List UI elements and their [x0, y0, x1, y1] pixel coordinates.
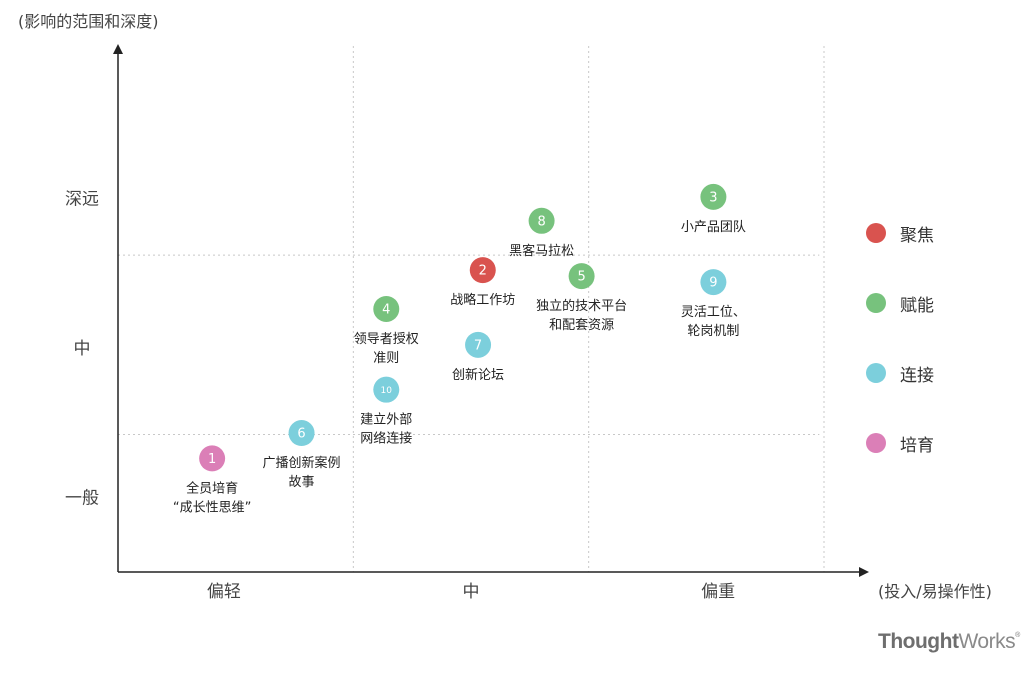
legend-label-empower: 赋能	[900, 295, 934, 316]
point-label: 故事	[289, 475, 315, 490]
point-label: 准则	[373, 351, 399, 366]
point-marker	[700, 183, 727, 210]
point-label: 独立的技术平台	[536, 298, 627, 314]
point-label: 轮岗机制	[687, 324, 739, 339]
point-marker	[199, 445, 226, 472]
point-label: 小产品团队	[681, 220, 746, 235]
x-tick-label: 偏轻	[207, 582, 241, 602]
point-number: 7	[474, 338, 482, 353]
data-point-1: 1 全员培育 “成长性思维”	[173, 445, 251, 515]
point-marker	[465, 331, 492, 358]
point-marker	[568, 263, 595, 290]
legend-dot-focus	[866, 223, 886, 243]
data-point-3: 3 小产品团队	[681, 183, 746, 235]
point-label: 和配套资源	[549, 317, 614, 333]
legend-item-empower: 赋能	[866, 268, 934, 338]
point-number: 1	[208, 452, 216, 467]
x-axis-title: (投入/易操作性)	[878, 582, 992, 601]
legend-item-focus: 聚焦	[866, 198, 934, 268]
point-label: “成长性思维”	[173, 500, 251, 515]
legend: 聚焦 赋能 连接 培育	[866, 198, 934, 478]
x-tick-label: 偏重	[701, 582, 735, 602]
point-number: 3	[709, 190, 717, 205]
x-tick-label: 中	[463, 582, 480, 602]
brand-logo-part1: Thought	[878, 630, 959, 653]
legend-label-nurture: 培育	[900, 435, 934, 456]
data-point-9: 9 灵活工位、轮岗机制	[681, 269, 746, 339]
data-point-7: 7 创新论坛	[452, 331, 504, 383]
point-marker	[373, 376, 400, 403]
legend-dot-nurture	[866, 433, 886, 453]
data-point-2: 2 战略工作坊	[450, 257, 515, 308]
point-label: 灵活工位、	[681, 305, 746, 320]
point-number: 10	[381, 386, 393, 396]
point-label: 战略工作坊	[450, 292, 515, 308]
legend-item-connect: 连接	[866, 338, 934, 408]
y-axis-title: (影响的范围和深度)	[18, 12, 159, 31]
y-tick-label: 中	[74, 339, 91, 359]
x-axis-arrow	[859, 567, 869, 577]
point-label: 黑客马拉松	[509, 243, 574, 259]
point-number: 4	[382, 302, 390, 317]
legend-label-connect: 连接	[900, 365, 934, 386]
y-tick-label: 一般	[65, 488, 99, 508]
brand-logo: ThoughtWorks®	[878, 630, 1020, 654]
point-number: 6	[297, 427, 305, 442]
point-label: 领导者授权	[354, 331, 419, 347]
point-marker	[700, 269, 727, 296]
point-label: 全员培育	[186, 480, 238, 496]
point-number: 8	[537, 214, 545, 229]
data-point-8: 8 黑客马拉松	[509, 207, 574, 259]
legend-label-focus: 聚焦	[900, 225, 934, 246]
point-label: 广播创新案例	[263, 455, 341, 471]
legend-dot-empower	[866, 293, 886, 313]
point-label: 创新论坛	[452, 367, 504, 383]
point-label: 建立外部	[360, 413, 412, 428]
legend-item-nurture: 培育	[866, 408, 934, 478]
point-marker	[288, 420, 315, 447]
legend-dot-connect	[866, 363, 886, 383]
y-tick-label: 深远	[65, 189, 99, 209]
point-marker	[469, 257, 496, 284]
point-number: 5	[577, 270, 585, 285]
point-number: 2	[479, 264, 487, 279]
point-marker	[528, 207, 555, 234]
brand-registered-mark: ®	[1015, 632, 1020, 639]
point-label: 网络连接	[360, 431, 412, 447]
point-marker	[373, 295, 400, 322]
y-axis-arrow	[113, 44, 123, 54]
brand-logo-part2: Works	[958, 630, 1016, 653]
point-number: 9	[709, 276, 717, 291]
